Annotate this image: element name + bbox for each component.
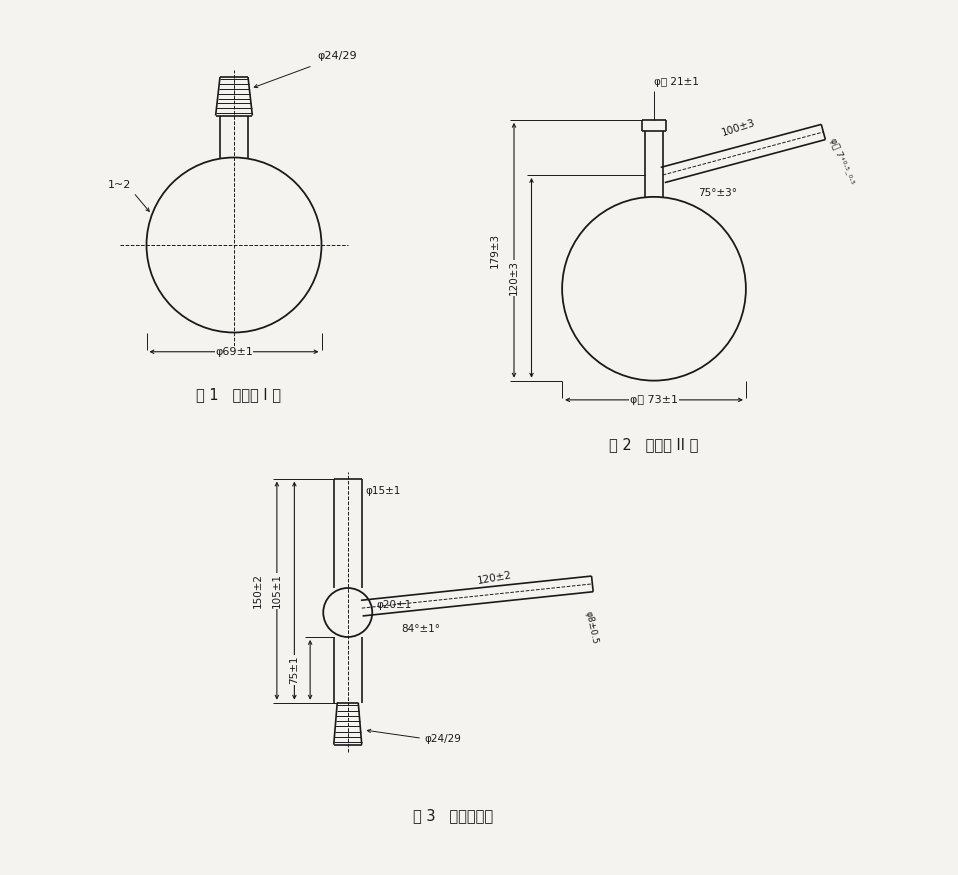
- Text: 75°±3°: 75°±3°: [697, 188, 737, 198]
- Text: 75±1: 75±1: [289, 655, 299, 684]
- Text: 图 1   蒸馏瓶 I 型: 图 1 蒸馏瓶 I 型: [195, 387, 281, 402]
- Text: 1~2: 1~2: [107, 180, 130, 190]
- Text: φ15±1: φ15±1: [365, 486, 400, 495]
- Text: 图 3   单球分馏管: 图 3 单球分馏管: [413, 808, 492, 823]
- Text: φ24/29: φ24/29: [317, 52, 356, 61]
- Text: φ24/29: φ24/29: [424, 734, 462, 744]
- Text: φ外 7⁺⁰⋅⁵₋⁰⋅⁵: φ外 7⁺⁰⋅⁵₋⁰⋅⁵: [828, 136, 855, 186]
- Text: 84°±1°: 84°±1°: [401, 624, 440, 634]
- Text: φ69±1: φ69±1: [215, 346, 253, 357]
- Text: φ外 73±1: φ外 73±1: [630, 395, 678, 405]
- Text: 120±2: 120±2: [476, 570, 513, 585]
- Text: 100±3: 100±3: [720, 117, 757, 137]
- Text: 179±3: 179±3: [490, 233, 500, 268]
- Text: φ20±1: φ20±1: [376, 600, 412, 611]
- Text: 105±1: 105±1: [272, 573, 282, 608]
- Text: φ内 21±1: φ内 21±1: [654, 77, 699, 87]
- Text: 150±2: 150±2: [253, 573, 262, 608]
- Text: φ8±0.5: φ8±0.5: [583, 610, 600, 645]
- Text: 120±3: 120±3: [509, 261, 519, 295]
- Text: 图 2   蒸馏瓶 II 型: 图 2 蒸馏瓶 II 型: [609, 438, 698, 452]
